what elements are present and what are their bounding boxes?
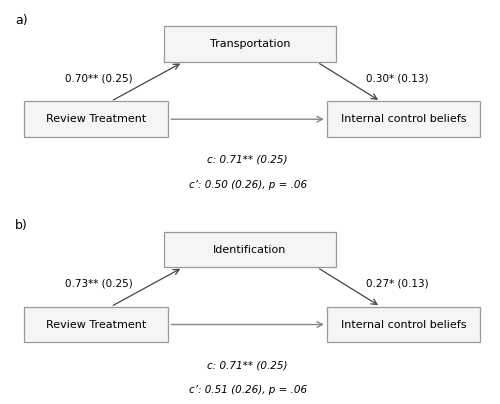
FancyBboxPatch shape xyxy=(24,101,169,137)
Text: 0.70** (0.25): 0.70** (0.25) xyxy=(65,73,132,83)
Text: c’: 0.50 (0.26), p = .06: c’: 0.50 (0.26), p = .06 xyxy=(188,180,306,190)
Text: c: 0.71** (0.25): c: 0.71** (0.25) xyxy=(208,155,288,165)
Text: Internal control beliefs: Internal control beliefs xyxy=(341,320,466,330)
FancyBboxPatch shape xyxy=(24,307,169,342)
FancyBboxPatch shape xyxy=(327,307,480,342)
Text: Internal control beliefs: Internal control beliefs xyxy=(341,114,466,124)
Text: Transportation: Transportation xyxy=(210,39,290,49)
Text: c: 0.71** (0.25): c: 0.71** (0.25) xyxy=(208,360,288,370)
FancyBboxPatch shape xyxy=(164,26,336,62)
Text: 0.73** (0.25): 0.73** (0.25) xyxy=(65,278,132,288)
Text: 0.27* (0.13): 0.27* (0.13) xyxy=(366,278,428,288)
Text: Review Treatment: Review Treatment xyxy=(46,114,146,124)
Text: c’: 0.51 (0.26), p = .06: c’: 0.51 (0.26), p = .06 xyxy=(188,385,306,395)
Text: a): a) xyxy=(15,14,28,27)
FancyBboxPatch shape xyxy=(164,231,336,267)
Text: Review Treatment: Review Treatment xyxy=(46,320,146,330)
Text: Identification: Identification xyxy=(214,244,286,255)
Text: 0.30* (0.13): 0.30* (0.13) xyxy=(366,73,428,83)
Text: b): b) xyxy=(15,219,28,232)
FancyBboxPatch shape xyxy=(327,101,480,137)
